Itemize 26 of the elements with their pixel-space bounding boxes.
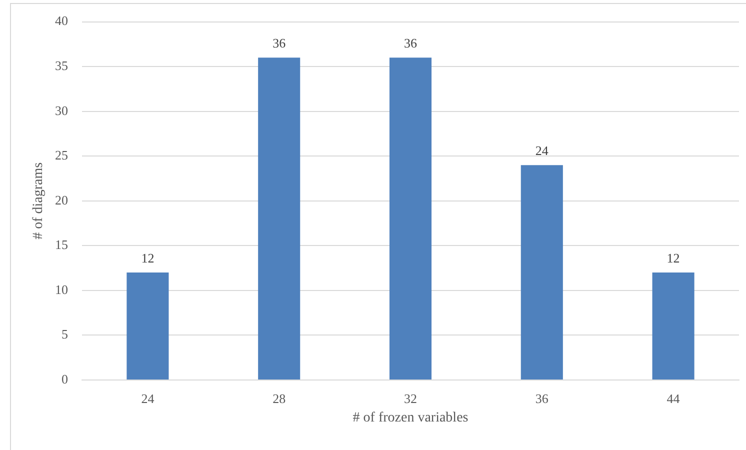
y-tick-label: 20 <box>55 192 68 208</box>
x-tick-label: 44 <box>666 391 680 406</box>
data-label: 36 <box>404 36 418 51</box>
bar <box>389 58 432 380</box>
bar <box>520 165 563 380</box>
y-tick-label: 10 <box>55 282 68 297</box>
x-axis-title: # of frozen variables <box>352 410 468 426</box>
bar <box>126 272 169 380</box>
data-label: 12 <box>141 250 154 266</box>
y-tick-label: 15 <box>55 237 68 252</box>
y-tick-label: 25 <box>55 148 68 163</box>
y-tick-label: 35 <box>55 58 68 73</box>
data-label: 24 <box>535 143 549 158</box>
bar <box>652 272 694 380</box>
x-tick-label: 36 <box>535 391 549 406</box>
y-tick-label: 30 <box>55 102 68 118</box>
y-tick-label: 40 <box>55 13 68 28</box>
data-label: 36 <box>272 36 286 51</box>
x-tick-label: 32 <box>404 391 417 406</box>
y-axis-title: # of diagrams <box>31 162 46 240</box>
y-tick-label: 5 <box>62 326 68 342</box>
x-tick-label: 28 <box>272 391 286 406</box>
data-label: 12 <box>666 250 680 266</box>
x-tick-label: 24 <box>141 391 155 406</box>
bar <box>258 58 300 380</box>
y-tick-label: 0 <box>62 371 68 386</box>
